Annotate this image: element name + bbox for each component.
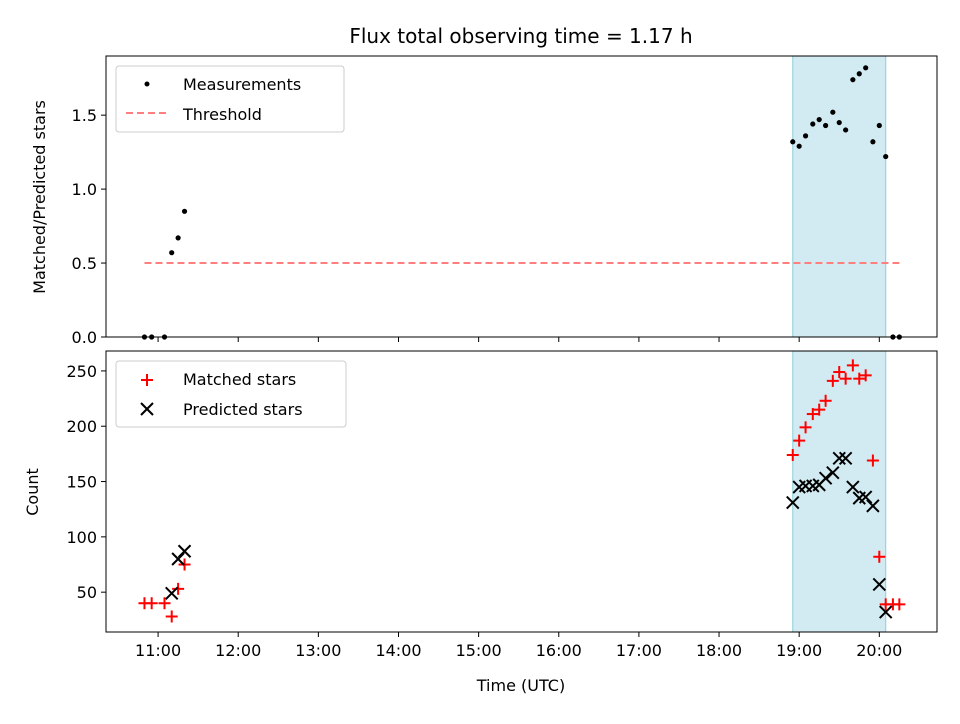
x-tick-label: 18:00	[696, 641, 742, 660]
x-tick-label: 16:00	[536, 641, 582, 660]
measurement-point	[856, 71, 862, 77]
matched-star-point	[158, 597, 171, 610]
matched-star-point	[866, 454, 879, 467]
bottom-y-ticks: 50 100 150 200 250	[66, 362, 106, 602]
predicted-star-point	[838, 451, 853, 466]
x-tick-label: 12:00	[215, 641, 261, 660]
top-plot-frame	[105, 55, 938, 338]
measurement-point	[883, 153, 889, 160]
matched-star-point	[819, 394, 832, 407]
top-shaded-region	[792, 55, 887, 338]
measurement-point	[850, 77, 856, 83]
matched-star-point	[826, 374, 839, 387]
y-tick-label: 150	[66, 473, 97, 492]
predicted-star-point	[165, 586, 179, 600]
chart-title-text: Flux total observing time = 1.17 h	[349, 24, 692, 48]
y-tick-label: 0.0	[72, 328, 97, 347]
y-tick-label: 200	[66, 417, 97, 436]
legend-predicted-label: Predicted stars	[183, 400, 303, 419]
predicted-star-point	[177, 544, 192, 558]
top-legend-box	[115, 65, 345, 133]
matched-star-point	[853, 372, 866, 385]
x-axis-label: Time (UTC)	[476, 676, 565, 695]
measurement-point	[863, 65, 869, 71]
measurement-point	[802, 133, 809, 139]
top-x-ticks	[157, 337, 880, 342]
predicted-star-point	[826, 465, 840, 480]
legend-measurements-marker	[144, 81, 150, 87]
bottom-panel: 50 100 150 200 250 11:00 12:00 13:00 14:00 15:00…	[23, 350, 938, 695]
legend-matched-label: Matched stars	[183, 370, 296, 389]
measurement-point	[810, 121, 816, 127]
bottom-x-ticks: 11:00 12:00 13:00 14:00 15:00 16:00 17:00 18:00…	[135, 632, 902, 660]
legend-matched-marker	[141, 374, 153, 386]
predicted-star-point	[872, 577, 887, 592]
matched-stars-points	[138, 359, 906, 623]
measurement-point	[169, 250, 175, 256]
predicted-star-point	[832, 451, 846, 466]
y-tick-label: 100	[66, 528, 97, 547]
measurement-point	[876, 122, 882, 129]
x-tick-label: 19:00	[776, 641, 822, 660]
x-tick-label: 17:00	[616, 641, 662, 660]
measurement-point	[843, 127, 849, 133]
matched-star-point	[846, 359, 859, 372]
predicted-star-point	[786, 495, 800, 510]
top-shade-rect	[792, 55, 887, 338]
bottom-legend: Matched stars Predicted stars	[115, 360, 347, 428]
top-y-axis-label: Matched/Predicted stars	[30, 100, 49, 294]
chart-title: Flux total observing time = 1.17 h	[349, 24, 692, 48]
matched-star-point	[813, 403, 826, 416]
top-legend: Measurements Threshold	[115, 65, 345, 133]
bottom-plot-frame	[105, 350, 938, 633]
predicted-star-point	[879, 605, 893, 619]
matched-star-point	[839, 372, 852, 385]
matched-star-point	[806, 408, 819, 421]
predicted-star-point	[846, 480, 860, 494]
x-tick-label: 13:00	[295, 641, 341, 660]
x-tick-label: 14:00	[375, 641, 421, 660]
measurement-point	[175, 235, 181, 241]
legend-threshold-label: Threshold	[182, 105, 262, 124]
matched-star-point	[859, 369, 872, 382]
matched-star-point	[833, 366, 846, 379]
predicted-star-point	[818, 471, 833, 485]
measurement-point	[816, 116, 822, 123]
bottom-y-axis-label: Count	[23, 468, 42, 516]
x-tick-label: 11:00	[135, 641, 181, 660]
matched-star-point	[786, 448, 799, 461]
measurement-point	[870, 139, 876, 145]
matched-star-point	[165, 610, 178, 623]
matched-star-point	[893, 598, 906, 611]
predicted-stars-points	[165, 451, 893, 619]
y-tick-label: 0.5	[72, 254, 97, 273]
y-tick-label: 1.5	[72, 106, 97, 125]
legend-measurements-label: Measurements	[183, 75, 301, 94]
matched-star-point	[873, 550, 886, 563]
matched-star-point	[793, 434, 806, 447]
measurement-point	[796, 143, 802, 149]
matched-star-point	[172, 582, 185, 595]
measurement-point	[181, 208, 188, 214]
bottom-legend-box	[115, 360, 347, 428]
matched-star-point	[799, 421, 812, 434]
predicted-star-point	[858, 490, 873, 504]
y-tick-label: 250	[66, 362, 97, 381]
y-tick-label: 1.0	[72, 180, 97, 199]
top-y-ticks: 0.0 0.5 1.0 1.5	[72, 106, 106, 347]
top-panel: 0.0 0.5 1.0 1.5 Matched/Predicted stars Mea…	[30, 55, 938, 347]
x-tick-label: 20:00	[856, 641, 902, 660]
measurement-point	[823, 122, 829, 129]
y-tick-label: 50	[77, 583, 97, 602]
x-tick-label: 15:00	[456, 641, 502, 660]
measurement-point	[790, 139, 796, 145]
measurement-point	[830, 109, 836, 115]
measurement-point	[836, 119, 842, 126]
matched-star-point	[145, 597, 158, 610]
predicted-star-point	[866, 499, 880, 513]
legend-predicted-marker	[140, 402, 154, 416]
